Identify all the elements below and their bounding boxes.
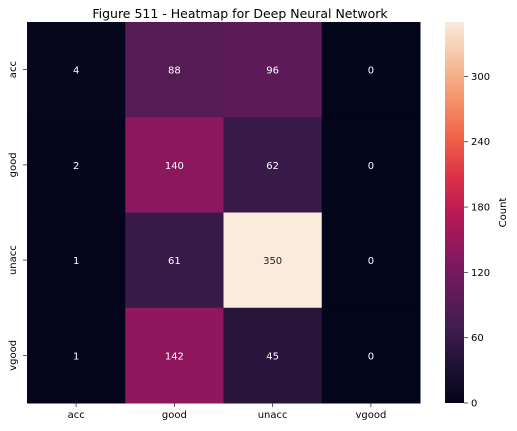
cell-value-label: 0	[368, 351, 374, 362]
colorbar-tick-label: 240	[471, 137, 490, 148]
heatmap-cell	[27, 307, 126, 404]
colorbar-tick-label: 60	[471, 333, 484, 344]
heatmap-cell	[125, 117, 224, 213]
cell-value-label: 142	[165, 351, 184, 362]
cell-value-label: 4	[73, 66, 79, 77]
cell-value-label: 45	[266, 351, 279, 362]
cell-value-label: 88	[168, 66, 181, 77]
cell-value-label: 61	[168, 256, 181, 267]
heatmap-cell	[321, 22, 421, 118]
x-tick-label: acc	[68, 410, 85, 421]
y-tick-label: good	[8, 152, 19, 177]
heatmap-cell	[223, 22, 323, 118]
y-axis: acc good unacc vgood	[8, 61, 27, 371]
colorbar-gradient	[445, 22, 464, 403]
colorbar-tick-label: 180	[471, 203, 490, 214]
y-tick-label: acc	[8, 61, 19, 78]
heatmap-cell	[321, 117, 421, 213]
cell-value-label: 0	[368, 161, 374, 172]
cell-value-labels: 4 88 96 0 2 140 62 0 1 61 350 0 1 142 45 0	[73, 66, 374, 363]
cell-value-label: 140	[165, 161, 184, 172]
colorbar-tick-label: 120	[471, 268, 490, 279]
x-tick-label: vgood	[355, 410, 386, 421]
colorbar-label: Count	[498, 198, 509, 228]
cell-value-label: 1	[73, 351, 79, 362]
x-tick-label: good	[162, 410, 187, 421]
y-tick-label: vgood	[8, 340, 19, 371]
cell-value-label: 0	[368, 256, 374, 267]
cell-value-label: 0	[368, 66, 374, 77]
cell-value-label: 2	[73, 161, 79, 172]
heatmap-cell	[27, 117, 126, 213]
heatmap-cell	[223, 117, 323, 213]
chart-title: Figure 511 - Heatmap for Deep Neural Net…	[92, 6, 388, 21]
colorbar-tick-label: 0	[471, 399, 477, 410]
colorbar: 0 60 120 180 240 300 Count	[445, 22, 509, 410]
heatmap-cell	[27, 22, 126, 118]
heatmap-cell	[223, 212, 323, 309]
cell-value-label: 1	[73, 256, 79, 267]
heatmap-cell	[27, 212, 126, 309]
x-tick-label: unacc	[258, 410, 288, 421]
heatmap-cell	[125, 22, 224, 118]
cell-value-label: 350	[263, 256, 282, 267]
cell-value-label: 96	[266, 66, 279, 77]
x-axis: acc good unacc vgood	[68, 403, 386, 421]
y-tick-label: unacc	[8, 245, 19, 275]
cell-value-label: 62	[266, 161, 279, 172]
colorbar-tick-label: 300	[471, 72, 490, 83]
heatmap-cell	[321, 307, 421, 404]
heatmap-cell	[223, 307, 323, 404]
heatmap-cell	[321, 212, 421, 309]
heatmap-cells	[27, 22, 421, 404]
heatmap-cell	[125, 212, 224, 309]
heatmap-cell	[125, 307, 224, 404]
